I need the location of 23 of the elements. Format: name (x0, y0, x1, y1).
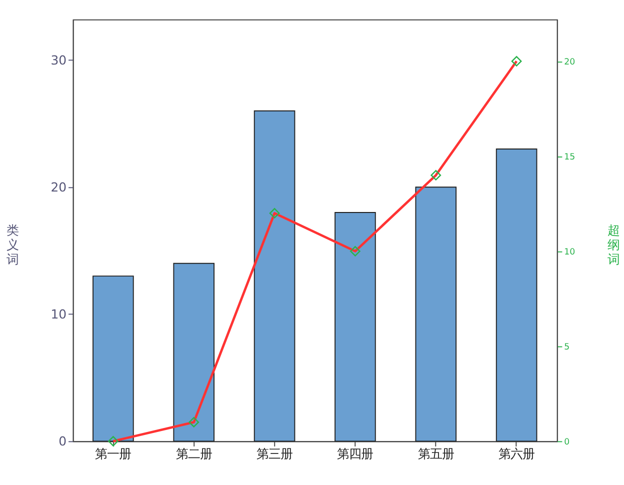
y-tick-label: 0 (58, 434, 67, 448)
y2-tick-label: 5 (564, 342, 570, 353)
y2-axis-title: 超纲词 (607, 222, 620, 266)
x-tick-label: 第四册 (337, 446, 374, 461)
x-tick-label: 第一册 (95, 446, 132, 461)
bar (415, 186, 457, 442)
x-tick-label: 第三册 (256, 446, 293, 461)
x-tick-label: 第二册 (176, 446, 212, 461)
bar (92, 276, 134, 442)
bar (334, 212, 376, 442)
y-tick-label: 30 (50, 52, 67, 68)
bar (173, 262, 215, 442)
y-tick-label: 20 (50, 179, 67, 194)
x-tick-label: 第六册 (498, 446, 535, 461)
bar (254, 110, 296, 442)
y2-tick-label: 15 (564, 152, 576, 163)
y2-tick-label: 10 (564, 248, 576, 258)
y2-tick-label: 0 (564, 438, 570, 448)
y-tick-label: 10 (50, 306, 67, 322)
x-tick-label: 第五册 (418, 446, 454, 461)
y-axis-title: 类义词 (6, 222, 18, 266)
bar (496, 148, 538, 442)
y2-tick-label: 20 (564, 58, 576, 68)
